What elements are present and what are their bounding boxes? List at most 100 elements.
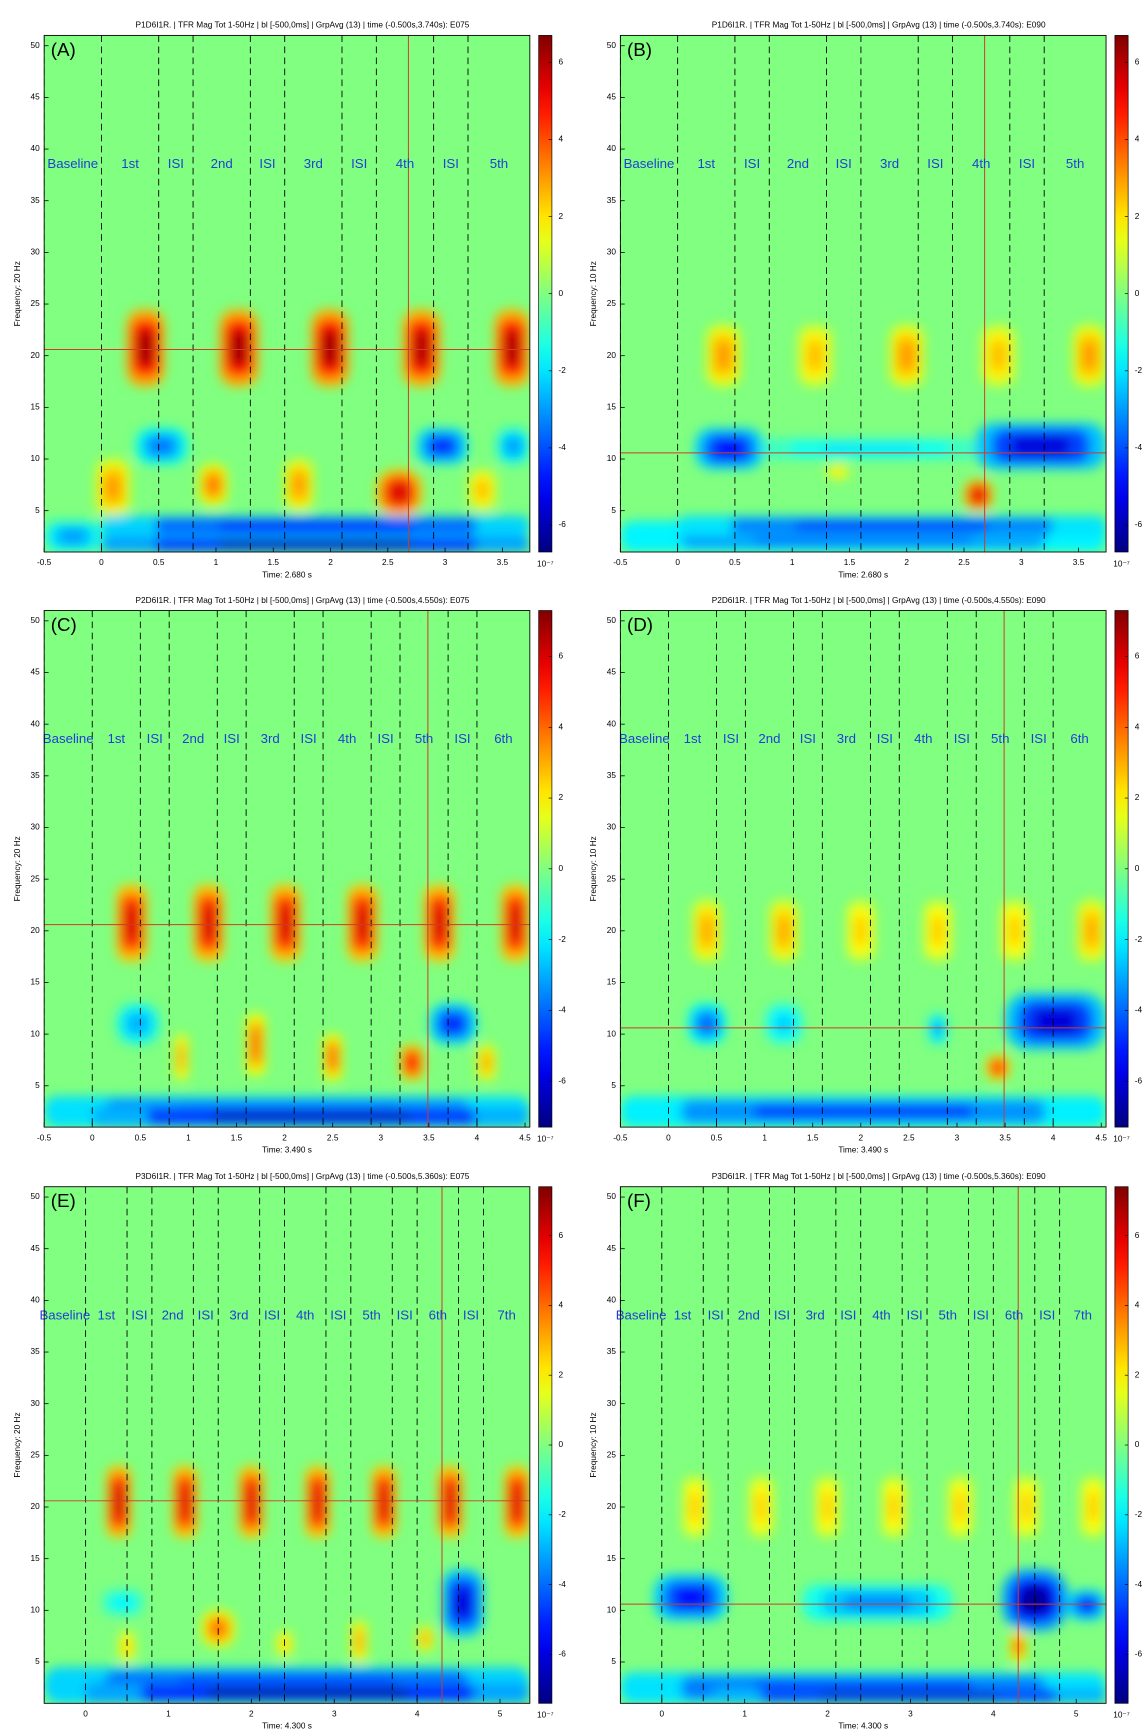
colorbar-tick-label: 4 [559, 135, 564, 144]
tfr-feature [706, 325, 740, 387]
panel: Baseline1stISI2ndISI3rdISI4thISI5thISI6t… [13, 596, 566, 1155]
x-tick-label: 3 [332, 1710, 337, 1719]
tfr-feature [417, 1626, 434, 1652]
segment-label: ISI [723, 731, 739, 746]
tfr-feature [1068, 1590, 1106, 1621]
segment-label: ISI [1019, 156, 1035, 171]
colorbar-tick-label: 2 [1135, 793, 1140, 802]
y-tick-label: 20 [31, 926, 41, 935]
colorbar-tick-label: -2 [559, 366, 567, 375]
segment-label: ISI [1039, 1307, 1055, 1322]
tfr-feature [494, 309, 530, 386]
colorbar-tick-label: -4 [1135, 443, 1143, 452]
segment-label: ISI [351, 156, 367, 171]
y-tick-label: 45 [31, 1244, 41, 1253]
segment-label: 7th [1074, 1307, 1092, 1322]
y-tick-label: 10 [31, 454, 41, 463]
y-tick-label: 10 [607, 1029, 617, 1038]
segment-label: Baseline [39, 1307, 90, 1322]
y-tick-label: 30 [31, 823, 41, 832]
tfr-feature [497, 428, 530, 464]
segment-label: 2nd [738, 1307, 760, 1322]
x-tick-label: 1 [214, 558, 219, 567]
tfr-feature [193, 884, 224, 961]
segment-label: 5th [490, 156, 508, 171]
y-axis-label: Frequency: 20 Hz [13, 261, 22, 326]
tfr-feature [1077, 900, 1106, 962]
tfr-feature [311, 309, 349, 386]
y-tick-label: 35 [31, 196, 41, 205]
tfr-feature [504, 1466, 530, 1538]
colorbar-tick-label: 0 [1135, 289, 1140, 298]
tfr-feature [92, 1106, 530, 1127]
y-tick-label: 40 [31, 719, 41, 728]
y-tick-label: 5 [35, 1081, 40, 1090]
tfr-feature [219, 309, 258, 386]
tfr-feature [769, 900, 798, 962]
y-tick-label: 50 [31, 1192, 41, 1201]
x-tick-label: 2.5 [382, 558, 394, 567]
tfr-feature [501, 884, 530, 961]
colorbar-tick-label: 2 [1135, 212, 1140, 221]
y-tick-label: 45 [31, 668, 41, 677]
y-tick-label: 40 [31, 1296, 41, 1305]
tfr-feature [1080, 1476, 1106, 1538]
tfr-feature [351, 1621, 368, 1662]
x-axis-label: Time: 2.680 s [262, 570, 312, 579]
segment-label: 3rd [837, 731, 856, 746]
heatmap-background [620, 35, 1106, 552]
x-tick-label: 2 [282, 1133, 287, 1142]
x-axis-label: Time: 4.300 s [838, 1722, 888, 1731]
y-tick-label: 20 [607, 926, 617, 935]
tfr-feature [798, 325, 832, 387]
colorbar-tick-label: 4 [1135, 135, 1140, 144]
segment-label: ISI [259, 156, 275, 171]
segment-label: Baseline [47, 156, 98, 171]
colorbar-tick-label: 4 [1135, 1301, 1140, 1310]
segment-label: 2nd [182, 731, 204, 746]
x-axis-label: Time: 4.300 s [262, 1722, 312, 1731]
segment-label: ISI [463, 1307, 479, 1322]
figure: Baseline1stISI2ndISI3rdISI4thISI5th-0.50… [0, 0, 1148, 1731]
y-tick-label: 45 [31, 93, 41, 102]
colorbar-tick-label: 0 [1135, 1440, 1140, 1449]
y-tick-label: 35 [607, 771, 617, 780]
colorbar-unit: 10⁻⁷ [537, 1711, 554, 1720]
x-tick-label: -0.5 [37, 558, 52, 567]
tfr-feature [764, 438, 976, 459]
segment-label: 1st [121, 156, 139, 171]
y-axis-label: Frequency: 10 Hz [589, 836, 598, 901]
panel-title: P3D6I1R. | TFR Mag Tot 1-50Hz | bl [-500… [712, 1172, 1046, 1181]
y-tick-label: 25 [607, 1451, 617, 1460]
y-tick-label: 40 [607, 719, 617, 728]
segment-label: Baseline [624, 156, 675, 171]
y-tick-label: 45 [607, 1244, 617, 1253]
tfr-feature [416, 428, 468, 464]
colorbar-tick-label: -2 [1135, 935, 1143, 944]
colorbar-tick-label: -6 [1135, 1650, 1143, 1659]
segment-label: 6th [429, 1307, 447, 1322]
tfr-feature [964, 480, 993, 511]
x-tick-label: 3 [908, 1710, 913, 1719]
y-axis-label: Frequency: 10 Hz [589, 261, 598, 326]
segment-label: 3rd [229, 1307, 248, 1322]
segment-label: 1st [107, 731, 125, 746]
segment-label: 3rd [806, 1307, 825, 1322]
x-tick-label: 3 [443, 558, 448, 567]
y-tick-label: 25 [607, 874, 617, 883]
y-tick-label: 20 [607, 1502, 617, 1511]
y-tick-label: 50 [607, 616, 617, 625]
tfr-feature [695, 428, 764, 469]
x-tick-label: 2 [825, 1710, 830, 1719]
segment-label: ISI [454, 731, 470, 746]
colorbar-unit: 10⁻⁷ [1113, 1134, 1130, 1143]
x-tick-label: 3.5 [999, 1133, 1011, 1142]
tfr-feature [136, 428, 188, 464]
x-tick-label: 2.5 [327, 1133, 339, 1142]
tfr-feature [975, 423, 1106, 469]
x-tick-label: 1.5 [268, 558, 280, 567]
y-tick-label: 50 [31, 41, 41, 50]
colorbar-tick-label: 6 [559, 1231, 564, 1240]
segment-label: ISI [264, 1307, 280, 1322]
